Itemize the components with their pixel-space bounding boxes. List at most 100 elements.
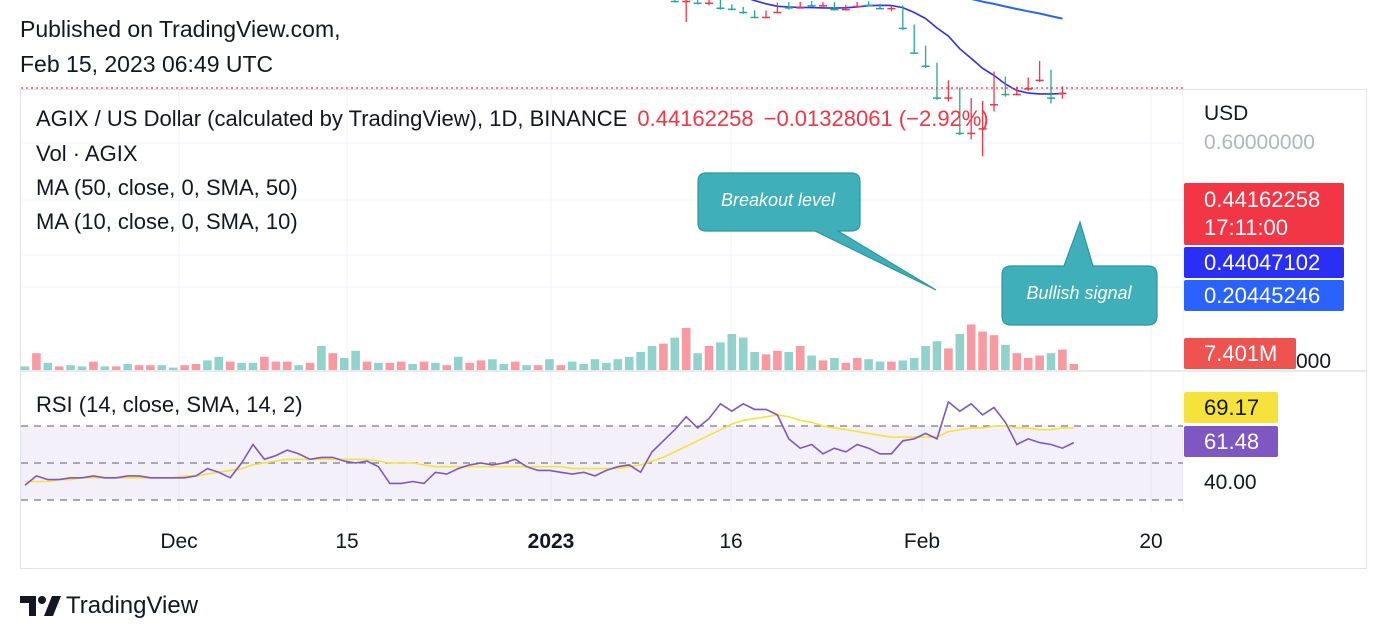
- ma10-tag: 0.44047102: [1184, 247, 1344, 278]
- rsi-polyline: [24, 400, 1075, 486]
- breakout-callout-bubble: [697, 172, 937, 291]
- volume-bar: [750, 352, 759, 370]
- rsi-lines: [24, 400, 1075, 486]
- volume-bar: [294, 365, 303, 370]
- candle-body: [944, 97, 953, 99]
- volume-bar: [556, 365, 566, 370]
- volume-bar: [579, 364, 588, 370]
- candle-body: [933, 97, 941, 99]
- published-line-2: Feb 15, 2023 06:49 UTC: [20, 51, 274, 77]
- brand-name: TradingView: [66, 592, 199, 619]
- published-line-1: Published on TradingView.com,: [20, 16, 341, 42]
- volume-bar: [784, 352, 794, 370]
- volume-bar: [214, 356, 224, 370]
- candle-body: [876, 7, 884, 10]
- volume-bar: [260, 356, 269, 370]
- callout-breakout[interactable]: Breakout level: [720, 190, 836, 210]
- rsi-tag: 61.48: [1184, 426, 1278, 457]
- candle-body: [990, 104, 998, 106]
- volume-bar: [43, 362, 53, 370]
- volume-bar: [898, 360, 908, 370]
- candle-body: [1035, 79, 1044, 82]
- volume-bar: [32, 353, 41, 370]
- legend-rsi[interactable]: RSI (14, close, SMA, 14, 2): [36, 392, 303, 417]
- callout-shapes: [697, 172, 1158, 326]
- volume-bar: [1069, 364, 1079, 370]
- volume-bar: [374, 362, 383, 370]
- legend-volume[interactable]: Vol · AGIX: [36, 141, 138, 166]
- ma10-polyline: [750, 0, 1063, 95]
- x-tick-label: Dec: [160, 530, 198, 553]
- volume-bar: [499, 364, 509, 370]
- candle-body: [693, 2, 702, 5]
- volume-bar: [111, 366, 121, 370]
- volume-bar: [545, 359, 554, 370]
- volume-bars: [20, 324, 1079, 370]
- bullish-callout-bubble: [1001, 220, 1158, 326]
- volume-bar: [966, 324, 976, 370]
- candle-body: [1058, 92, 1067, 95]
- volume-bar: [419, 361, 429, 370]
- legend-ma50[interactable]: MA (50, close, 0, SMA, 50): [36, 175, 298, 200]
- legend-ma10[interactable]: MA (10, close, 0, SMA, 10): [36, 209, 298, 234]
- candle-body: [682, 0, 691, 3]
- volume-bar: [932, 341, 942, 370]
- callout-bullish[interactable]: Bullish signal: [1026, 283, 1132, 303]
- x-tick-label: 2023: [527, 530, 575, 553]
- volume-bar: [465, 362, 474, 370]
- volume-bar: [818, 360, 828, 370]
- grid-lines: [21, 90, 1366, 512]
- volume-bar: [1046, 353, 1056, 370]
- candle-body: [1024, 88, 1033, 90]
- candle-body: [841, 8, 850, 11]
- volume-bar: [1058, 349, 1067, 370]
- volume-bar: [248, 362, 258, 370]
- last-price: 0.44162258: [637, 106, 754, 131]
- volume-bar: [453, 356, 463, 370]
- candle-body: [887, 7, 896, 10]
- candle-body: [1012, 93, 1021, 96]
- volume-bar: [1001, 344, 1010, 370]
- rsi-band: [21, 425, 1183, 501]
- candle-body: [819, 5, 827, 7]
- volume-bar: [681, 328, 691, 370]
- volume-bar: [476, 360, 486, 370]
- volume-bar: [1023, 358, 1033, 370]
- x-tick-label: 16: [719, 530, 743, 553]
- candle-body: [921, 65, 930, 68]
- x-tick-label: Feb: [903, 530, 941, 553]
- volume-bar: [761, 354, 771, 370]
- candle-body: [830, 8, 839, 11]
- volume-bar: [533, 365, 543, 370]
- rsi-sma-tag: 69.17: [1184, 392, 1278, 423]
- last-price-tag-value: 0.44162258: [1204, 187, 1321, 212]
- volume-bar: [180, 365, 189, 370]
- volume-bar: [807, 355, 816, 370]
- volume-bar: [305, 362, 315, 370]
- rsi-sma-polyline: [25, 414, 1074, 483]
- volume-bar: [54, 366, 64, 370]
- volume-bar: [590, 359, 600, 370]
- volume-bar: [716, 342, 725, 370]
- candle-body: [978, 128, 987, 130]
- volume-bar: [77, 366, 87, 370]
- volume-bar: [613, 359, 623, 370]
- candle-body: [910, 52, 919, 54]
- chart-frame: [20, 89, 1367, 569]
- candle-body: [967, 132, 976, 135]
- volume-bar: [396, 361, 406, 370]
- volume-bar: [978, 331, 987, 370]
- volume-bar: [830, 358, 839, 370]
- volume-bar: [567, 361, 577, 370]
- volume-bar: [328, 353, 338, 370]
- volume-bar: [944, 348, 953, 370]
- volume-bar: [955, 334, 965, 370]
- volume-bar: [146, 365, 155, 370]
- volume-bar: [203, 360, 212, 370]
- volume-bar: [841, 362, 851, 370]
- candle-body: [784, 7, 793, 9]
- volume-bar: [624, 356, 634, 370]
- candle-body: [727, 8, 736, 11]
- volume-bar: [317, 346, 326, 370]
